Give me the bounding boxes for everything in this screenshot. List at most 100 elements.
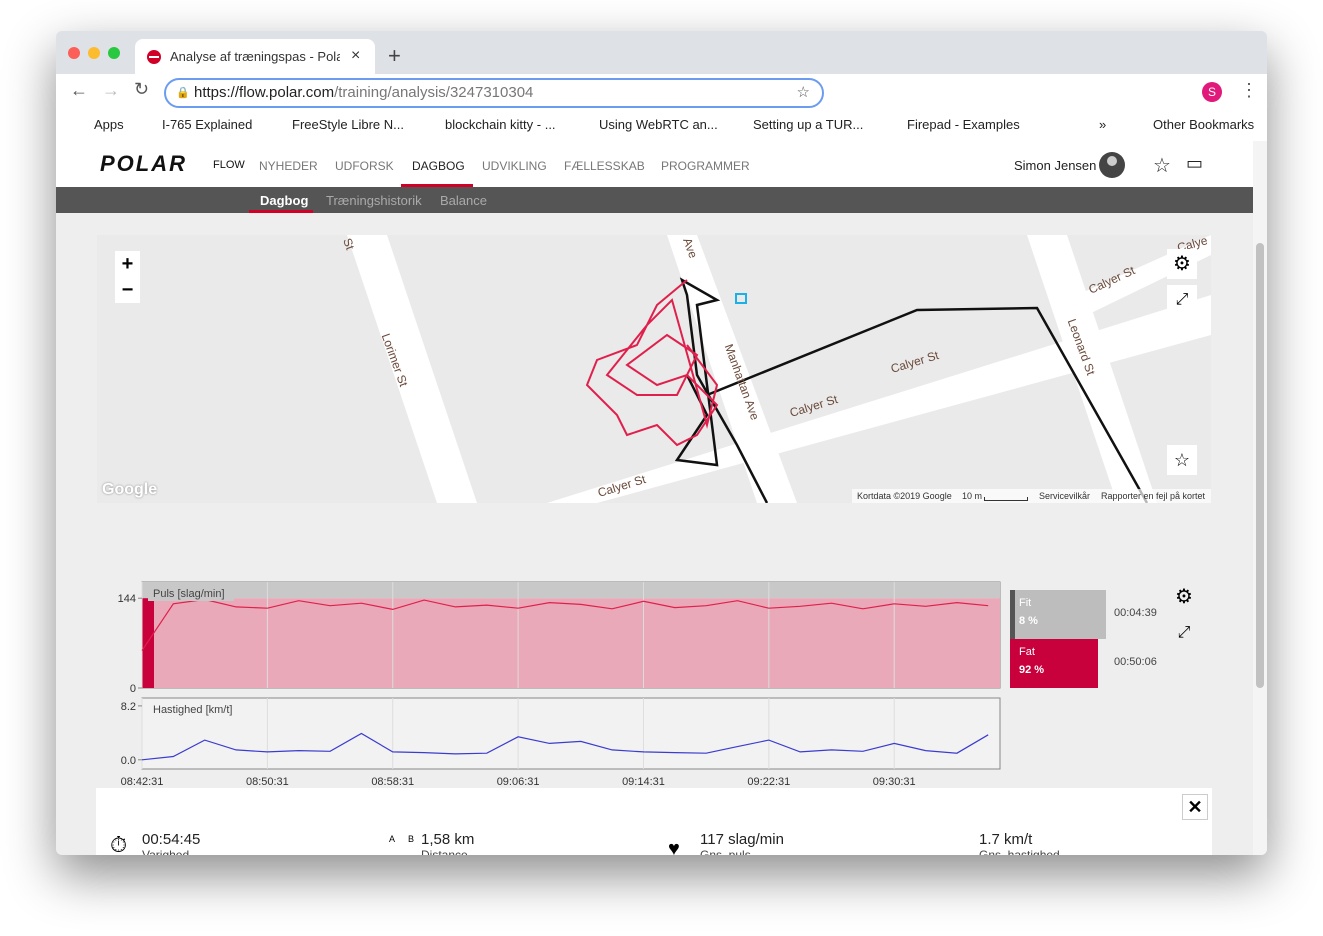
data-line: [141, 598, 989, 651]
map-settings[interactable]: ⚙: [1167, 249, 1197, 279]
x-tick-label: 09:22:31: [747, 776, 790, 788]
stat-label: Gns. hastighed: [979, 848, 1060, 855]
series-label-bg: [148, 585, 234, 601]
zone-percent: 92 %: [1019, 664, 1044, 676]
bookmark[interactable]: Apps: [94, 117, 124, 132]
charts: 0 144 Puls [slag/min] 08:42:31 08:50:31 08:58…: [118, 581, 1193, 788]
summary-panel: ✕ ⏱ 00:54:45 Varighed A B 1,58 km Distan…: [96, 788, 1212, 855]
stopwatch-icon: ⏱: [110, 832, 128, 855]
forward[interactable]: →: [102, 80, 120, 100]
scale: 10 m: [962, 491, 983, 501]
logo[interactable]: POLAR: [100, 151, 187, 176]
browser-window: Analyse af træningspas - Polar × + ← → ↻…: [56, 31, 1267, 855]
x-tick-label: 08:58:31: [371, 776, 414, 788]
zone-band: [142, 582, 1000, 599]
new-tab[interactable]: +: [388, 43, 401, 68]
favicon: [147, 50, 161, 64]
map-footer: Kortdata ©2019 Google 10 m Servicevilkår…: [852, 489, 1211, 503]
series-label: Puls [slag/min]: [153, 588, 225, 600]
stat-label: Gns. puls: [700, 848, 751, 855]
x-tick-label: 09:30:31: [873, 776, 916, 788]
distance-icon: B: [408, 834, 415, 844]
flow[interactable]: FLOW: [213, 159, 245, 171]
window-controls[interactable]: [66, 45, 130, 61]
stat-value: 117 slag/min: [700, 831, 784, 848]
stat-label: Distance: [421, 848, 468, 855]
bookmark[interactable]: I-765 Explained: [162, 117, 253, 132]
distance-icon: A: [389, 834, 396, 844]
nav-item[interactable]: PROGRAMMER: [661, 159, 750, 173]
chart-fullscreen[interactable]: ⤢: [1178, 624, 1191, 641]
map[interactable]: St Ave Lorimer St Manhattan Ave Calyer S…: [97, 235, 1211, 503]
zone-edge: [1010, 590, 1015, 639]
scrollbar[interactable]: [1253, 141, 1267, 855]
zone-time: 00:50:06: [1114, 656, 1157, 668]
nav-item[interactable]: UDFORSK: [335, 159, 394, 173]
stat-value: 00:54:45: [142, 831, 201, 848]
active-tab[interactable]: Analyse af træningspas - Polar ×: [135, 39, 375, 74]
zone-time: 00:04:39: [1114, 607, 1157, 619]
series-label: Hastighed [km/t]: [153, 704, 232, 716]
bookmark[interactable]: Using WebRTC an...: [599, 117, 718, 132]
zone-percent: 8 %: [1019, 615, 1038, 627]
back[interactable]: ←: [70, 80, 88, 100]
x-tick-label: 09:06:31: [497, 776, 540, 788]
site-nav: POLAR FLOW NYHEDER UDFORSK DAGBOG UDVIKL…: [56, 141, 1253, 187]
omnibox[interactable]: https://flow.polar.com/training/analysis…: [164, 78, 824, 108]
avatar[interactable]: [1098, 151, 1128, 179]
user-name[interactable]: Simon Jensen: [1014, 158, 1097, 173]
url-host: https://flow.polar.com: [194, 84, 335, 101]
address-bar: ← → ↻ https://flow.polar.com/training/an…: [56, 74, 1267, 108]
zone-name: Fit: [1019, 597, 1031, 609]
zone-fill: [142, 598, 1000, 688]
menu[interactable]: ⋮: [1240, 80, 1258, 100]
url-path: /training/analysis/3247310304: [334, 84, 534, 101]
more-bookmarks[interactable]: »: [1099, 117, 1107, 132]
heart-icon: ♥: [668, 838, 680, 855]
map-favorite[interactable]: ☆: [1167, 445, 1197, 475]
sub-item[interactable]: Træningshistorik: [326, 193, 422, 208]
profile[interactable]: S: [1202, 82, 1222, 102]
map-canvas: [347, 235, 1211, 503]
sub-item[interactable]: Dagbog: [260, 193, 309, 208]
y-tick-label: 0.0: [121, 755, 136, 767]
close-tab[interactable]: ×: [351, 47, 361, 64]
sub-item[interactable]: Balance: [440, 193, 487, 208]
bookmarks-bar: Apps I-765 Explained FreeStyle Libre N..…: [56, 108, 1267, 142]
bookmark[interactable]: Other Bookmarks: [1153, 117, 1255, 132]
messages[interactable]: ▭: [1186, 153, 1204, 173]
attribution: Kortdata ©2019 Google: [857, 491, 952, 501]
nav-item[interactable]: DAGBOG: [412, 159, 465, 173]
sub-nav: Dagbog Træningshistorik Balance: [56, 187, 1253, 213]
report[interactable]: Rapporter en fejl på kortet: [1101, 491, 1206, 501]
bookmark[interactable]: FreeStyle Libre N...: [292, 117, 404, 132]
nav-item[interactable]: UDVIKLING: [482, 159, 547, 173]
tab-title: Analyse af træningspas - Polar: [170, 49, 340, 64]
stat-value: 1.7 km/t: [979, 831, 1033, 848]
nav-item[interactable]: FÆLLESSKAB: [564, 159, 645, 173]
y-tick-label: 8.2: [121, 701, 136, 713]
reload[interactable]: ↻: [134, 79, 150, 99]
bookmark[interactable]: Firepad - Examples: [907, 117, 1020, 132]
close-panel[interactable]: ✕: [1182, 794, 1208, 820]
nav-item[interactable]: NYHEDER: [259, 159, 318, 173]
x-tick-label: 08:50:31: [246, 776, 289, 788]
x-tick-label: 08:42:31: [121, 776, 164, 788]
favorites[interactable]: ☆: [1153, 155, 1171, 177]
plot-area: [141, 697, 1001, 770]
bookmark[interactable]: Setting up a TUR...: [753, 117, 864, 132]
x-tick-label: 09:14:31: [622, 776, 665, 788]
series-label-bg: [148, 701, 236, 717]
bookmark[interactable]: blockchain kitty - ...: [445, 117, 556, 132]
map-fullscreen[interactable]: ⤢: [1167, 285, 1197, 315]
zone-bar: [1010, 639, 1098, 688]
zoom-controls[interactable]: + −: [115, 251, 140, 303]
data-line: [141, 732, 989, 761]
terms[interactable]: Servicevilkår: [1039, 491, 1091, 501]
zone-bar: [1010, 590, 1106, 639]
y-tick-label: 144: [118, 593, 136, 605]
chart-settings[interactable]: ⚙: [1175, 586, 1193, 608]
zone-name: Fat: [1019, 646, 1035, 658]
